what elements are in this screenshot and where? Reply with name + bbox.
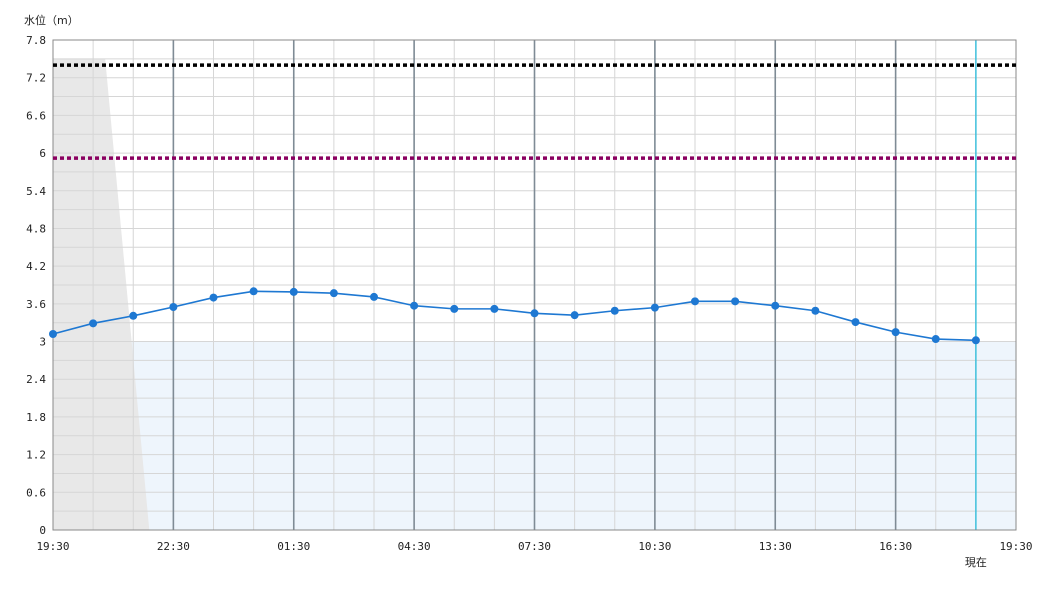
y-tick-label: 3.6: [26, 298, 46, 311]
y-tick-label: 2.4: [26, 373, 46, 386]
data-point: [49, 330, 57, 338]
y-tick-label: 1.8: [26, 411, 46, 424]
y-tick-label: 4.8: [26, 222, 46, 235]
data-point: [289, 287, 298, 296]
x-tick-label: 16:30: [879, 540, 912, 553]
data-point: [249, 287, 258, 296]
data-point: [891, 328, 900, 337]
y-tick-label: 6.6: [26, 109, 46, 122]
data-point: [691, 297, 699, 306]
grid-layer: [52, 39, 1017, 531]
data-point: [811, 306, 820, 315]
data-point: [530, 309, 539, 318]
y-tick-label: 1.2: [26, 449, 46, 462]
data-point: [731, 297, 740, 306]
x-tick-label: 04:30: [398, 540, 431, 553]
x-tick-label: 13:30: [759, 540, 792, 553]
data-point: [209, 293, 218, 302]
data-point: [610, 306, 619, 315]
data-point: [329, 289, 338, 298]
data-point: [370, 292, 378, 301]
shaded-region: [53, 58, 150, 530]
x-tick-label: 22:30: [157, 540, 190, 553]
data-point: [129, 311, 138, 320]
data-point: [169, 302, 178, 311]
data-point: [650, 303, 659, 312]
series-layer: [49, 287, 980, 345]
x-tick-label: 19:30: [999, 540, 1032, 553]
series-line: [52, 290, 976, 342]
y-tick-label: 5.4: [26, 185, 46, 198]
y-tick-label: 0: [39, 524, 46, 537]
y-tick-label: 4.2: [26, 260, 46, 273]
x-tick-label: 10:30: [638, 540, 671, 553]
data-point: [89, 319, 98, 328]
data-point: [851, 318, 860, 327]
data-point: [971, 336, 980, 345]
y-axis-title: 水位（m）: [24, 13, 79, 27]
data-point: [771, 301, 780, 310]
plot-border: [52, 39, 1017, 531]
x-tick-label: 01:30: [277, 540, 310, 553]
data-point: [931, 335, 940, 344]
now-label: 現在: [965, 556, 987, 569]
data-point: [410, 301, 419, 310]
x-tick-label: 19:30: [36, 540, 69, 553]
y-tick-label: 0.6: [26, 486, 46, 499]
data-point: [490, 304, 499, 313]
data-point: [570, 311, 579, 320]
tick-layer: 0 0.6 1.2 1.8 2.4 3 3.6 4.2 4.8 5.4 6 6.6 7.2 7.8 19:3…: [26, 34, 1032, 569]
y-tick-label: 7.8: [26, 34, 46, 47]
x-tick-label: 07:30: [518, 540, 551, 553]
y-tick-label: 6: [39, 147, 46, 160]
y-tick-label: 3: [39, 336, 46, 349]
data-point: [450, 304, 459, 313]
y-tick-label: 7.2: [26, 72, 46, 85]
